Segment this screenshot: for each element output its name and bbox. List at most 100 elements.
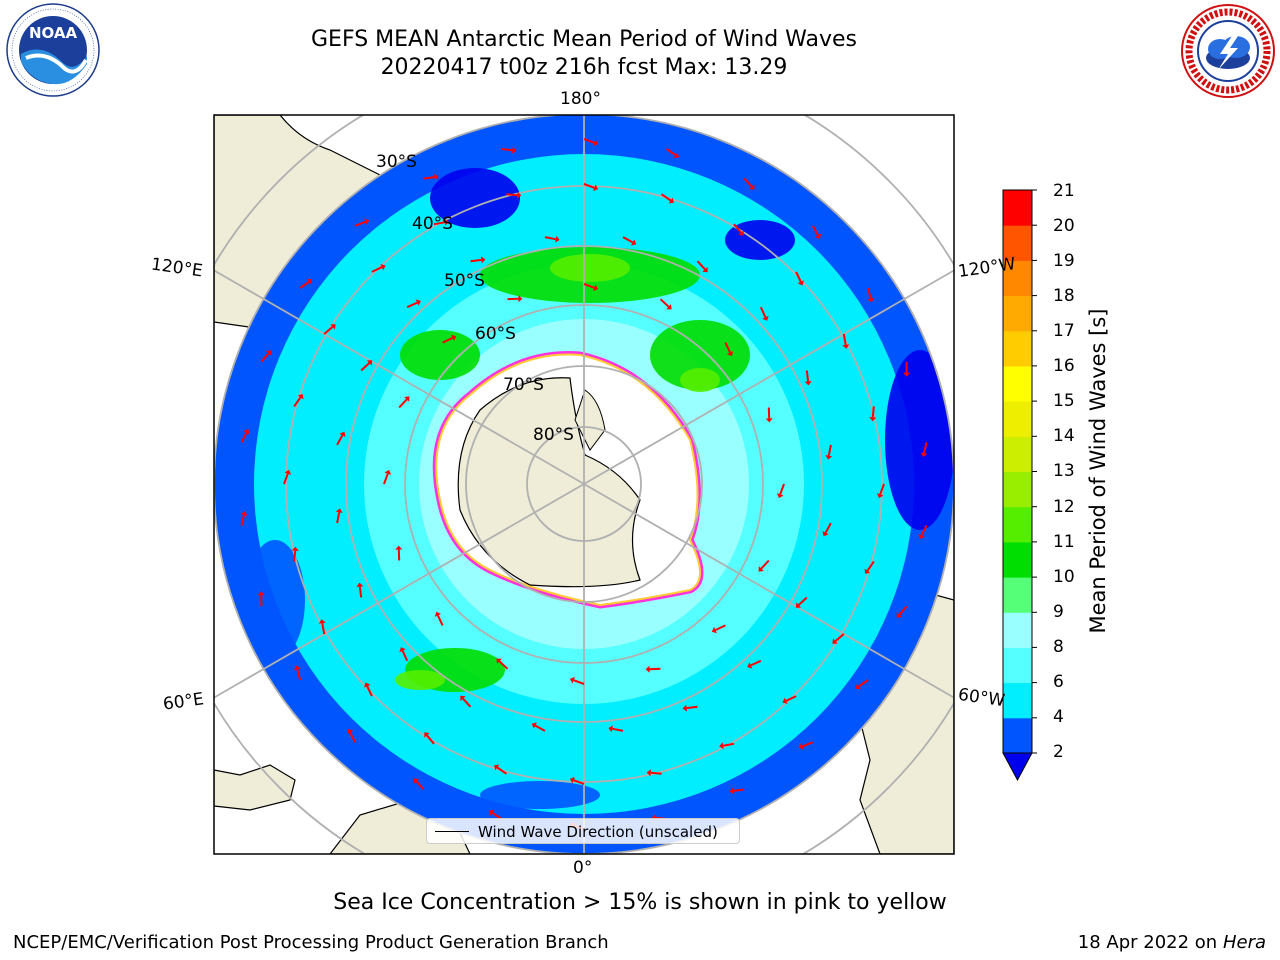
wave-vector-head xyxy=(339,431,346,437)
colorbar-tick: 16 xyxy=(1053,356,1075,376)
wave-vector-head xyxy=(518,295,523,303)
field-patch xyxy=(550,254,630,282)
colorbar-segment xyxy=(1003,612,1032,648)
footer-credit: NCEP/EMC/Verification Post Processing Pr… xyxy=(13,932,609,953)
colorbar-label: Mean Period of Wind Waves [s] xyxy=(1086,308,1110,634)
colorbar-tick: 9 xyxy=(1053,602,1064,622)
wave-vector xyxy=(659,298,670,308)
wave-vector-head xyxy=(415,299,421,306)
wave-vector xyxy=(406,301,418,309)
wave-vector xyxy=(795,271,802,283)
wave-vector-head xyxy=(356,582,364,587)
wave-vector xyxy=(858,679,869,688)
wave-vector xyxy=(811,225,819,236)
lat-label-80s: 80°S xyxy=(533,425,574,445)
noaa-logo-icon: NOAA xyxy=(6,3,100,97)
wave-vector-head xyxy=(729,787,734,795)
wave-vector xyxy=(401,650,409,662)
wave-vector-head xyxy=(832,638,838,644)
colorbar-segment xyxy=(1003,260,1032,297)
wave-vector-head xyxy=(822,531,829,537)
wave-vector-head xyxy=(555,235,560,243)
wind-wave-vectors xyxy=(240,138,928,830)
wave-vector xyxy=(423,176,435,180)
footer-date-text: 18 Apr 2022 on xyxy=(1077,932,1218,953)
wave-vector xyxy=(724,342,732,354)
wave-vector xyxy=(686,705,698,710)
wave-vector-head xyxy=(434,611,442,617)
meridian-label-0: 0° xyxy=(573,858,593,878)
wave-vector-head xyxy=(738,230,744,236)
legend-label: Wind Wave Direction (unscaled) xyxy=(478,823,718,841)
wave-vector xyxy=(496,766,507,775)
wave-vector-head xyxy=(284,469,292,475)
colorbar-tick: 12 xyxy=(1053,497,1075,517)
colorbar-segment xyxy=(1003,436,1032,472)
wave-vector xyxy=(583,138,595,144)
wave-vector-head xyxy=(749,184,755,190)
wave-vector-head xyxy=(593,184,599,192)
wave-vector-head xyxy=(451,334,457,342)
wave-vector-head xyxy=(257,591,265,596)
colorbar-segment xyxy=(1003,190,1032,226)
wave-vector-head xyxy=(646,769,651,777)
meridian-line xyxy=(583,483,954,699)
wave-vector xyxy=(240,432,248,443)
sea-ice-note: Sea Ice Concentration > 15% is shown in … xyxy=(333,890,947,915)
noaa-wordmark: NOAA xyxy=(29,24,78,42)
wave-vector-head xyxy=(864,568,871,574)
colorbar-segment xyxy=(1003,365,1032,402)
chart-subtitle: 20220417 t00z 216h fcst Max: 13.29 xyxy=(380,55,788,80)
lat-label-60s: 60°S xyxy=(475,324,516,344)
colorbar-segment xyxy=(1003,471,1032,508)
wave-vector-head xyxy=(494,764,500,771)
wave-vector xyxy=(544,236,556,241)
wave-vector xyxy=(296,669,302,681)
wave-vector xyxy=(750,659,762,667)
wave-vector-head xyxy=(668,197,674,204)
wave-vector xyxy=(470,258,482,263)
wave-vector-head xyxy=(795,602,802,608)
wave-vector xyxy=(573,679,585,685)
wave-vector xyxy=(501,148,513,152)
colorbar-outline xyxy=(1002,189,1033,754)
wave-vector xyxy=(898,605,908,616)
colorbar-segment xyxy=(1003,577,1032,613)
wave-vector xyxy=(612,727,624,732)
colorbar-segment xyxy=(1003,541,1032,578)
wave-vector-head xyxy=(776,493,784,499)
wave-vector-head xyxy=(920,452,928,457)
colorbar-tick: 21 xyxy=(1053,181,1075,201)
wave-vector xyxy=(260,352,270,363)
wave-vector xyxy=(583,283,595,289)
colorbar-tick: 19 xyxy=(1053,251,1075,271)
map-frame xyxy=(213,114,955,855)
wave-vector-head xyxy=(424,732,430,738)
wave-vector-head xyxy=(855,683,861,690)
colorbar-segment xyxy=(1003,401,1032,437)
meridian-line xyxy=(583,269,954,485)
wave-vector xyxy=(714,624,726,632)
wave-vector-head xyxy=(364,682,371,688)
wave-vector xyxy=(723,742,735,747)
wave-vector-head xyxy=(293,665,301,671)
wave-vector-head xyxy=(814,233,822,239)
wave-vector-head xyxy=(569,676,575,684)
wave-vector-head xyxy=(918,533,925,539)
wave-vector xyxy=(920,525,928,536)
wave-vector xyxy=(442,336,454,344)
wave-vector-head xyxy=(366,360,373,366)
wave-vector xyxy=(805,370,810,382)
lat-label-70s: 70°S xyxy=(503,375,544,395)
field-patch xyxy=(480,781,600,809)
wave-vector xyxy=(871,406,875,418)
wave-vector-head xyxy=(364,218,370,225)
wave-vector xyxy=(834,633,845,642)
wave-vector xyxy=(824,522,832,534)
wave-vector-head xyxy=(593,139,599,147)
wave-vector-head xyxy=(496,658,502,664)
meridian-line xyxy=(214,269,585,485)
wave-vector xyxy=(666,148,677,157)
ross-ice-shelf xyxy=(574,389,606,451)
wave-vector xyxy=(923,442,928,454)
